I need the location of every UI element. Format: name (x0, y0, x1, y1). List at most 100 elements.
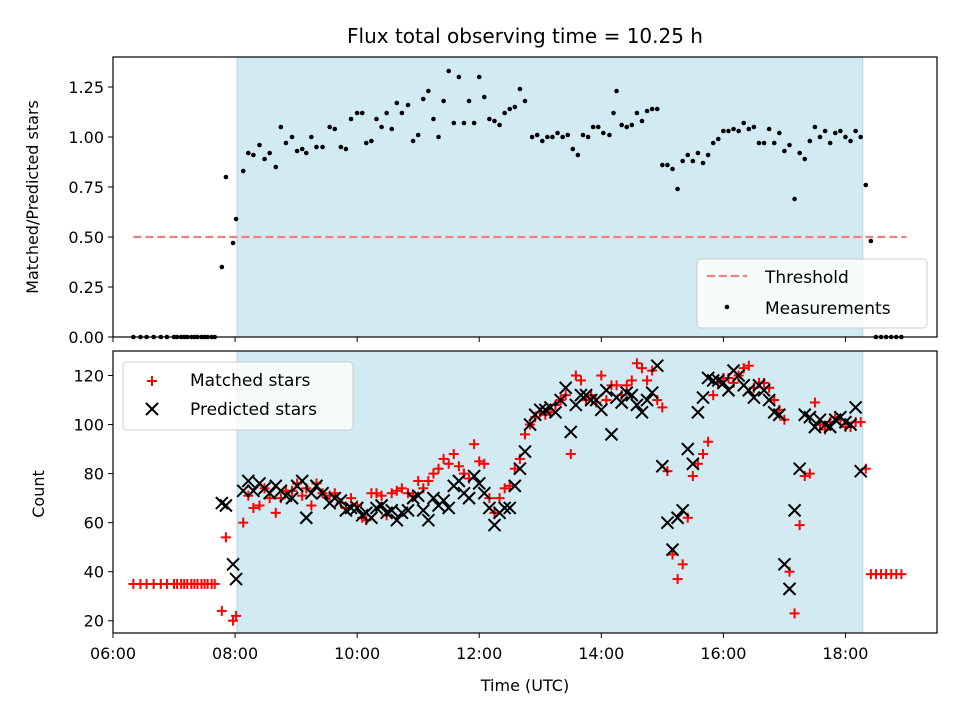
predicted-point (304, 486, 319, 500)
measurement-point (299, 146, 305, 152)
predicted-point (472, 476, 486, 491)
top-panel: 0.00 0.25 0.50 0.75 1.00 1.25 (68, 56, 938, 347)
predicted-point-b (390, 513, 404, 527)
predicted-point-b (315, 486, 330, 500)
predicted-point-b (452, 474, 466, 488)
measurement-point (332, 126, 338, 132)
predicted-point-b (599, 383, 614, 397)
predicted-point-b (818, 417, 832, 432)
bottom-axes-frame (112, 350, 938, 634)
measurement-point (843, 134, 848, 140)
bottom-xtick-label-1: 08:00 (212, 644, 258, 663)
measurement-point (233, 216, 239, 222)
predicted-point-b (241, 474, 256, 488)
measurement-point (327, 124, 332, 130)
measurement-point (359, 110, 365, 116)
matched-point (448, 448, 459, 459)
predicted-point (344, 501, 358, 515)
predicted-point (533, 403, 547, 417)
predicted-point-b (645, 385, 659, 400)
matched-point (743, 360, 754, 371)
measurement-point (858, 134, 864, 140)
measurement-point (482, 94, 487, 100)
predicted-point (226, 557, 240, 572)
predicted-point (635, 405, 649, 420)
measurement-point (690, 158, 696, 164)
predicted-point-b (462, 491, 476, 505)
measurement-point (700, 160, 706, 166)
measurement-point (476, 74, 482, 80)
predicted-point-b (285, 491, 299, 505)
predicted-point (513, 461, 527, 476)
measurement-point (565, 132, 571, 138)
predicted-point-b (564, 425, 578, 439)
matched-point (438, 453, 449, 464)
measurement-point (507, 106, 513, 112)
measurement-point (771, 140, 777, 146)
predicted-point-b (716, 376, 731, 390)
predicted-point (792, 461, 807, 476)
matched-point (433, 463, 444, 474)
predicted-point-b (226, 557, 240, 572)
predicted-point-b (503, 501, 517, 515)
measurement-point (314, 144, 319, 150)
predicted-point (374, 498, 389, 513)
predicted-point-b (487, 518, 502, 532)
measurement-point (374, 116, 379, 122)
measurement-point (369, 138, 374, 144)
predicted-point-b (215, 496, 229, 510)
matched-point (453, 461, 464, 472)
measurement-point (267, 150, 272, 156)
predicted-point (660, 515, 675, 530)
predicted-point (782, 582, 797, 596)
predicted-point (462, 491, 476, 505)
measurement-point (644, 108, 650, 114)
bottom-xtick-label-4: 14:00 (578, 644, 624, 663)
measurement-point (223, 174, 229, 180)
predicted-point (241, 474, 256, 488)
predicted-point-b (328, 491, 342, 505)
predicted-point (787, 503, 802, 518)
predicted-point (215, 496, 229, 510)
measurement-point (660, 162, 665, 168)
matched-point (677, 559, 688, 570)
measurement-point (685, 152, 691, 158)
measurement-point (446, 68, 452, 74)
predicted-point-b (436, 493, 451, 508)
bottom-series-1 (215, 359, 868, 596)
matched-point (509, 463, 520, 474)
measurement-point (466, 98, 472, 104)
measurement-point (348, 116, 354, 122)
measurement-point (777, 130, 782, 136)
matched-point (270, 507, 281, 518)
predicted-point (670, 511, 685, 525)
matched-point (672, 574, 683, 585)
predicted-point (334, 493, 348, 508)
matched-point (642, 375, 653, 386)
measurement-point (741, 120, 747, 126)
predicted-point (236, 484, 250, 498)
predicted-point (696, 390, 710, 405)
predicted-point-b (655, 459, 670, 473)
top-legend-box (696, 258, 928, 329)
measurement-point (832, 130, 838, 136)
measurement-point (736, 128, 741, 134)
predicted-point (523, 417, 537, 432)
bottom-ytick-label-5: 120 (73, 367, 104, 386)
predicted-point-b (497, 501, 512, 515)
predicted-point-b (374, 498, 389, 513)
bottom-legend: Matched stars Predicted stars (122, 361, 354, 431)
predicted-point-b (630, 398, 644, 412)
matched-point (254, 500, 265, 511)
matched-point (570, 370, 581, 381)
matched-point (809, 397, 820, 408)
predicted-point-b (472, 476, 486, 491)
measurement-point (812, 124, 818, 130)
measurement-point (512, 104, 518, 110)
matched-point (575, 375, 586, 386)
predicted-point-b (548, 405, 563, 420)
matched-point (423, 475, 434, 486)
measurement-point (726, 128, 731, 134)
top-axes-frame (112, 56, 938, 338)
